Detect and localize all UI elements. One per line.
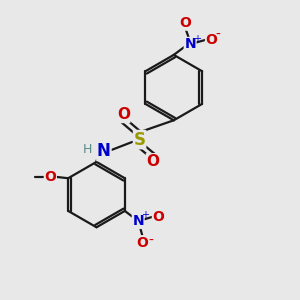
Text: O: O (180, 16, 192, 30)
Text: +: + (141, 210, 149, 220)
Text: N: N (97, 142, 111, 160)
Text: O: O (152, 210, 164, 224)
Text: -: - (148, 234, 153, 248)
Text: N: N (132, 214, 144, 228)
Text: O: O (117, 107, 130, 122)
Text: N: N (184, 38, 196, 52)
Text: O: O (137, 236, 148, 250)
Text: O: O (206, 33, 218, 47)
Text: H: H (83, 142, 92, 156)
Text: -: - (216, 28, 220, 42)
Text: O: O (44, 170, 56, 184)
Text: O: O (146, 154, 160, 169)
Text: +: + (193, 34, 201, 44)
Text: S: S (134, 130, 146, 148)
